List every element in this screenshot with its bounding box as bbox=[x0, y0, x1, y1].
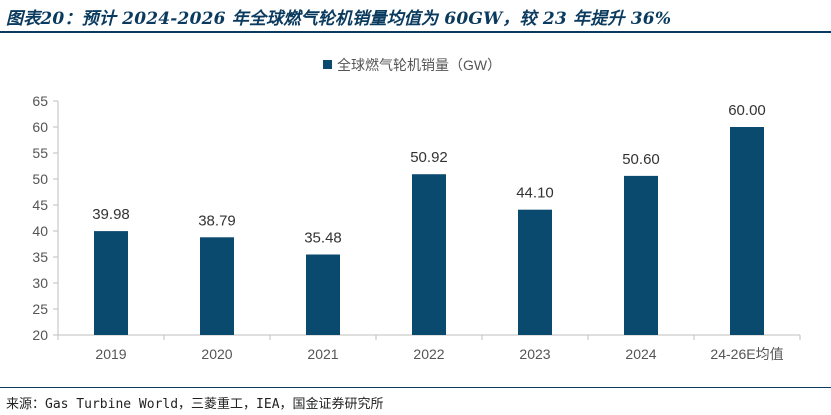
bar bbox=[518, 209, 552, 335]
legend-swatch bbox=[323, 60, 332, 69]
bar bbox=[200, 237, 234, 335]
x-tick-label: 2019 bbox=[95, 346, 126, 362]
bar bbox=[624, 175, 658, 335]
legend-label: 全球燃气轮机销量（GW） bbox=[337, 57, 501, 73]
bar bbox=[94, 231, 128, 335]
bar-value-label: 39.98 bbox=[92, 206, 130, 223]
legend: 全球燃气轮机销量（GW） bbox=[323, 57, 501, 73]
x-tick-label: 2021 bbox=[307, 346, 338, 362]
source-note: 来源：Gas Turbine World，三菱重工，IEA，国金证券研究所 bbox=[6, 397, 384, 412]
bar-value-label: 35.48 bbox=[304, 230, 342, 247]
bar bbox=[412, 174, 446, 335]
y-tick-label: 60 bbox=[32, 119, 48, 135]
figure-title: 图表20：预计 2024-2026 年全球燃气轮机销量均值为 60GW，较 23… bbox=[6, 9, 672, 29]
bar bbox=[306, 254, 340, 335]
title-rule bbox=[0, 31, 831, 33]
y-tick-label: 65 bbox=[32, 93, 48, 109]
x-tick-label: 2024 bbox=[625, 346, 656, 362]
y-tick-label: 50 bbox=[32, 171, 48, 187]
x-tick-label: 2022 bbox=[413, 346, 444, 362]
axes: 20 25 30 35 40 45 50 55 60 65 2019 2020 2021 2022 2023… bbox=[32, 93, 801, 362]
y-tick-label: 55 bbox=[32, 145, 48, 161]
y-tick-label: 25 bbox=[32, 301, 48, 317]
y-tick-label: 30 bbox=[32, 275, 48, 291]
bar-value-label: 38.79 bbox=[198, 212, 236, 229]
bar-value-label: 60.00 bbox=[728, 102, 766, 119]
y-tick-label: 40 bbox=[32, 223, 48, 239]
y-tick-label: 45 bbox=[32, 197, 48, 213]
y-tick-label: 20 bbox=[32, 327, 48, 343]
x-tick-label: 2020 bbox=[201, 346, 232, 362]
bar bbox=[730, 127, 764, 335]
footer-rule bbox=[0, 387, 831, 388]
bar-value-label: 44.10 bbox=[516, 185, 554, 202]
bar-value-label: 50.92 bbox=[410, 149, 448, 166]
bar-value-label: 50.60 bbox=[622, 151, 660, 168]
x-tick-label: 24-26E均值 bbox=[710, 346, 783, 362]
y-tick-label: 35 bbox=[32, 249, 48, 265]
x-tick-label: 2023 bbox=[519, 346, 550, 362]
bars: 39.98 38.79 35.48 50.92 44.10 50.60 60.00 bbox=[92, 102, 766, 335]
